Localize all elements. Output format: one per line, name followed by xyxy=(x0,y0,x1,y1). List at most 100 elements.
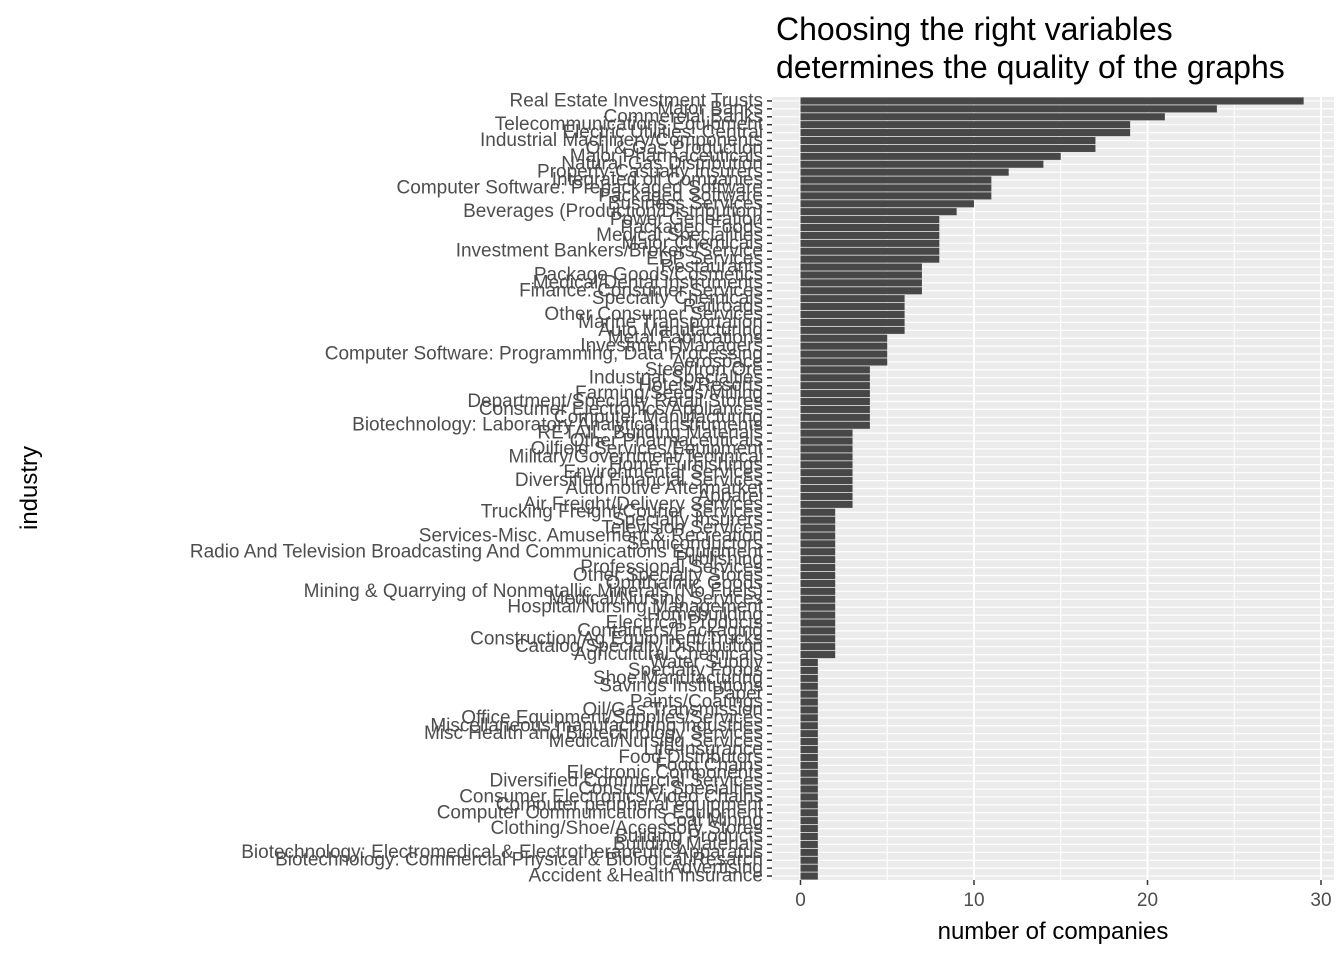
y-tick-label: Miscellaneous manufacturing industries xyxy=(430,715,763,736)
bar xyxy=(800,350,888,358)
bar xyxy=(800,666,818,674)
bar xyxy=(800,706,818,714)
y-tick-label: Catalog/Specialty Distribution xyxy=(515,636,763,657)
y-tick-label: Ophthalmic Goods xyxy=(606,573,763,594)
bar xyxy=(800,730,818,738)
y-tick-label: Business Services xyxy=(608,193,763,214)
y-tick-label: Diversified Financial Services xyxy=(515,470,763,491)
y-tick-label: Paper xyxy=(712,684,763,705)
y-tick-label: Restaurants xyxy=(661,257,763,278)
bar xyxy=(800,627,836,635)
y-tick-label: Services-Misc. Amusement & Recreation xyxy=(419,525,763,546)
bar xyxy=(800,809,818,817)
y-tick-label: Homebuilding xyxy=(647,605,763,626)
bar xyxy=(800,872,818,880)
y-tick-label: Computer Software: Prepackaged Software xyxy=(397,177,763,198)
y-tick-label: Major Pharmaceuticals xyxy=(570,146,763,167)
y-tick-label: Medical Specialities xyxy=(596,225,763,246)
y-tick-label: Food Distributors xyxy=(618,747,763,768)
bar xyxy=(800,223,940,232)
bar xyxy=(800,469,853,477)
y-tick-label: Medical/Nursing Services xyxy=(549,589,763,610)
y-tick-label: Trucking Freight/Courier Services xyxy=(481,502,763,523)
x-tick-label: 10 xyxy=(963,890,984,911)
chart-title-line-2: determines the quality of the graphs xyxy=(776,49,1285,85)
y-tick-label: Air Freight/Delivery Services xyxy=(523,494,763,515)
bar xyxy=(800,382,870,390)
y-tick-label: Savings Institutions xyxy=(599,676,763,697)
bar xyxy=(800,160,1044,168)
y-tick-label: Professional Services xyxy=(580,557,763,578)
y-tick-label: RETAIL: Building Materials xyxy=(537,423,763,444)
bar xyxy=(800,698,818,706)
y-tick-label: Agricultural Chemicals xyxy=(574,644,763,665)
y-tick-label: Hospital/Nursing Management xyxy=(507,597,763,618)
bar xyxy=(800,121,1131,129)
bar xyxy=(800,263,922,271)
y-tick-label: Natural Gas Distribution xyxy=(561,154,763,175)
bar xyxy=(800,484,853,493)
y-tick-label: Office Equipment/Supplies/Services xyxy=(461,707,763,728)
y-tick-label: Hotels/Resorts xyxy=(638,375,763,396)
bar xyxy=(800,239,940,247)
y-tick-label: Publishing xyxy=(675,549,763,570)
y-tick-label: Biotechnology: Commercial Physical & Bio… xyxy=(275,850,763,871)
y-tick-label: Coal Mining xyxy=(663,810,763,831)
y-tick-label: Department/Specialty Retail Stores xyxy=(467,391,763,412)
bar xyxy=(800,658,818,667)
bar xyxy=(800,231,940,239)
bar xyxy=(800,334,888,342)
y-tick-label: Automotive Aftermarket xyxy=(566,478,764,499)
bar xyxy=(800,152,1061,160)
bar xyxy=(800,216,940,224)
chart-title-line-1: Choosing the right variables xyxy=(776,11,1173,47)
y-tick-label: Industrial Machinery/Components xyxy=(480,130,763,151)
y-tick-label: Consumer Electronics/Video Chains xyxy=(459,786,763,807)
y-tick-label: Oil & Gas Production xyxy=(586,138,763,159)
bar xyxy=(800,405,870,413)
bar xyxy=(800,793,818,801)
y-tick-label: Medical/Dental Instruments xyxy=(533,272,763,293)
bar xyxy=(800,144,1096,152)
y-tick-label: Oilfield Services/Equipment xyxy=(531,438,764,459)
bar xyxy=(800,279,922,287)
y-tick-label: Marine Transportation xyxy=(578,312,763,333)
bar xyxy=(800,287,922,295)
bar xyxy=(800,651,836,659)
bar xyxy=(800,848,818,856)
y-tick-label: Specialty Insurers xyxy=(612,510,763,531)
bar xyxy=(800,682,818,690)
y-tick-label: Computer peripheral equipment xyxy=(496,794,764,815)
bar xyxy=(800,777,818,785)
y-tick-label: Mining & Quarrying of Nonmetallic Minera… xyxy=(304,581,763,602)
y-tick-label: Property-Casualty Insurers xyxy=(537,162,763,183)
bar xyxy=(800,635,836,643)
y-tick-label: Consumer Electronics/Appliances xyxy=(479,399,763,420)
bar xyxy=(800,714,818,722)
bar xyxy=(800,738,818,746)
bar xyxy=(800,303,905,311)
bar xyxy=(800,358,888,366)
bar xyxy=(800,208,957,216)
bar xyxy=(800,540,836,548)
y-tick-label: Life Insurance xyxy=(644,739,763,760)
y-tick-label: Investment Bankers/Brokers/Service xyxy=(456,241,763,262)
bar xyxy=(800,295,905,303)
bar xyxy=(800,643,836,651)
bar xyxy=(800,761,818,769)
bar xyxy=(800,785,818,793)
bar xyxy=(800,192,992,200)
bar xyxy=(800,548,836,556)
bar xyxy=(800,722,818,730)
bars xyxy=(800,97,1304,880)
y-tick-label: Computer Manufacturing xyxy=(554,407,763,428)
bar xyxy=(800,390,870,398)
y-tick-label: Military/Government/Technical xyxy=(509,446,763,467)
bar xyxy=(800,477,853,485)
bar xyxy=(800,437,853,445)
bar xyxy=(800,856,818,864)
bar xyxy=(800,571,836,580)
bar xyxy=(800,310,905,319)
y-tick-label: Building Materials xyxy=(613,834,763,855)
bar xyxy=(800,508,836,516)
